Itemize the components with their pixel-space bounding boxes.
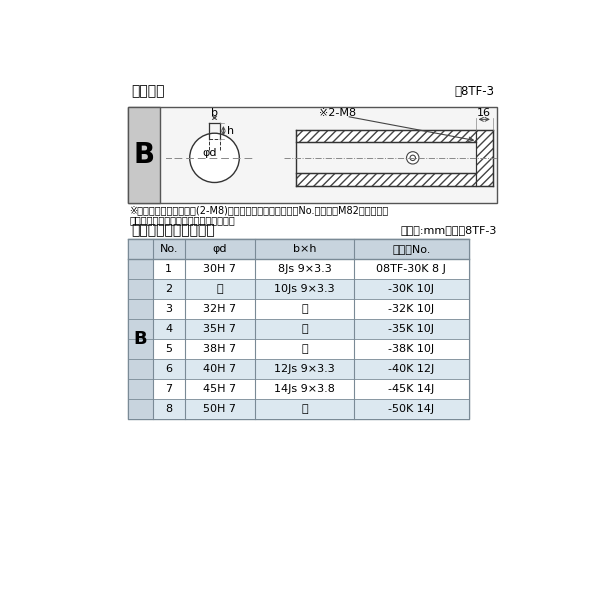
Text: 〃: 〃 bbox=[301, 344, 308, 354]
Text: φd: φd bbox=[203, 148, 217, 158]
Text: b×h: b×h bbox=[293, 244, 316, 254]
Bar bbox=[128, 239, 469, 419]
Bar bbox=[128, 259, 152, 419]
Text: 14Js 9×3.8: 14Js 9×3.8 bbox=[274, 384, 335, 394]
Text: 35H 7: 35H 7 bbox=[203, 324, 236, 334]
Bar bbox=[152, 399, 469, 419]
Text: 軸穴形状コードー覧表: 軸穴形状コードー覧表 bbox=[131, 223, 215, 237]
Bar bbox=[152, 279, 469, 299]
Text: 08TF-30K 8 J: 08TF-30K 8 J bbox=[376, 264, 446, 274]
Text: 2: 2 bbox=[165, 284, 172, 294]
Text: 40H 7: 40H 7 bbox=[203, 364, 236, 374]
Text: 1: 1 bbox=[165, 264, 172, 274]
Circle shape bbox=[190, 133, 239, 182]
Text: 10Js 9×3.3: 10Js 9×3.3 bbox=[274, 284, 335, 294]
Text: -35K 10J: -35K 10J bbox=[388, 324, 434, 334]
Text: （セットボルトは付属されています。）: （セットボルトは付属されています。） bbox=[129, 215, 235, 226]
Text: 50H 7: 50H 7 bbox=[203, 404, 236, 414]
Bar bbox=[296, 173, 476, 185]
Text: 6: 6 bbox=[165, 364, 172, 374]
Text: 〃: 〃 bbox=[301, 324, 308, 334]
Bar bbox=[152, 359, 469, 379]
Bar bbox=[128, 107, 497, 203]
Text: 16: 16 bbox=[477, 108, 491, 118]
Text: B: B bbox=[133, 330, 147, 348]
Text: b: b bbox=[211, 108, 218, 118]
Bar bbox=[152, 319, 469, 339]
Text: ※2-M8: ※2-M8 bbox=[319, 108, 356, 118]
Text: 38H 7: 38H 7 bbox=[203, 344, 236, 354]
Text: コードNo.: コードNo. bbox=[392, 244, 431, 254]
Bar bbox=[128, 107, 160, 203]
Text: 〃: 〃 bbox=[301, 304, 308, 314]
Text: 図8TF-3: 図8TF-3 bbox=[455, 85, 495, 98]
Bar bbox=[128, 239, 469, 259]
Text: 4: 4 bbox=[165, 324, 172, 334]
Text: 45H 7: 45H 7 bbox=[203, 384, 236, 394]
Text: 〃: 〃 bbox=[217, 284, 223, 294]
Text: h: h bbox=[227, 126, 235, 136]
Text: -32K 10J: -32K 10J bbox=[388, 304, 434, 314]
Text: 5: 5 bbox=[165, 344, 172, 354]
Text: （単位:mm）　表8TF-3: （単位:mm） 表8TF-3 bbox=[401, 225, 497, 235]
Text: No.: No. bbox=[160, 244, 178, 254]
Text: -40K 12J: -40K 12J bbox=[388, 364, 434, 374]
Text: 8Js 9×3.3: 8Js 9×3.3 bbox=[278, 264, 331, 274]
Bar bbox=[152, 299, 469, 319]
Text: -50K 14J: -50K 14J bbox=[388, 404, 434, 414]
Bar bbox=[476, 130, 493, 185]
Bar bbox=[152, 379, 469, 399]
Text: -45K 14J: -45K 14J bbox=[388, 384, 434, 394]
Text: 7: 7 bbox=[165, 384, 172, 394]
Text: ※セットボルト用タップ(2-M8)が必要な場合は右記コードNo.の末尾にM82を付ける。: ※セットボルト用タップ(2-M8)が必要な場合は右記コードNo.の末尾にM82を… bbox=[129, 206, 389, 215]
Circle shape bbox=[407, 152, 419, 164]
Bar bbox=[296, 130, 476, 142]
Text: φd: φd bbox=[212, 244, 227, 254]
Text: B: B bbox=[133, 141, 155, 169]
Text: -38K 10J: -38K 10J bbox=[388, 344, 434, 354]
Bar bbox=[152, 339, 469, 359]
Text: 30H 7: 30H 7 bbox=[203, 264, 236, 274]
Text: 軸穴形状: 軸穴形状 bbox=[131, 84, 164, 98]
Text: 〃: 〃 bbox=[301, 404, 308, 414]
Text: -30K 10J: -30K 10J bbox=[388, 284, 434, 294]
Text: 3: 3 bbox=[165, 304, 172, 314]
Text: 12Js 9×3.3: 12Js 9×3.3 bbox=[274, 364, 335, 374]
Bar bbox=[152, 259, 469, 279]
Text: 8: 8 bbox=[165, 404, 172, 414]
Circle shape bbox=[410, 155, 415, 161]
Text: 32H 7: 32H 7 bbox=[203, 304, 236, 314]
